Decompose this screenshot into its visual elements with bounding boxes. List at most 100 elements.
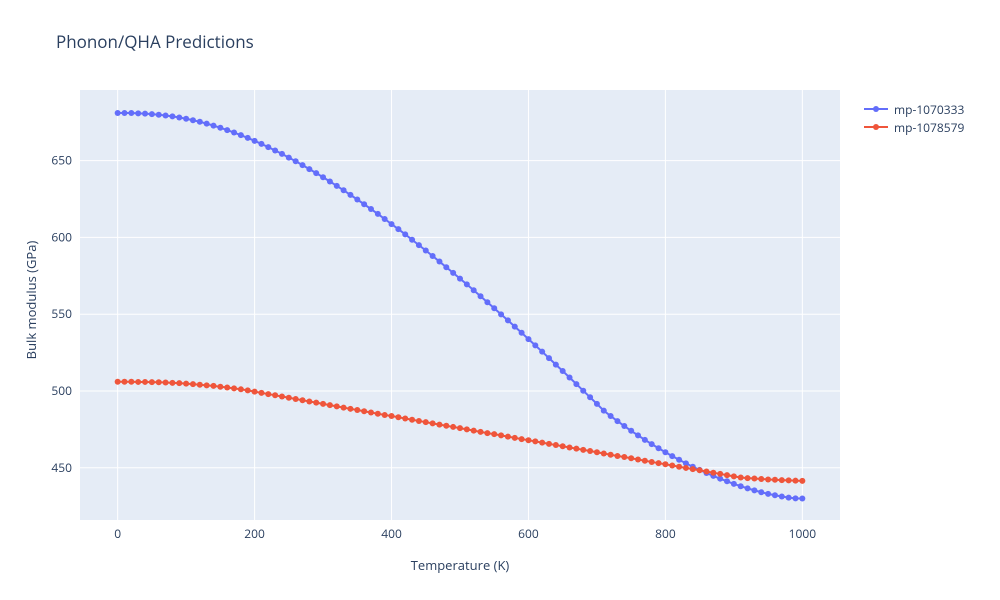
series-marker (491, 305, 497, 311)
series-marker (231, 385, 237, 391)
series-marker (484, 299, 490, 305)
series-marker (594, 401, 600, 407)
series-marker (361, 408, 367, 414)
series-marker (587, 394, 593, 400)
series-marker (423, 247, 429, 253)
legend-item[interactable]: mp-1078579 (862, 118, 964, 136)
series-marker (122, 110, 128, 116)
series-marker (265, 144, 271, 150)
series-marker (313, 170, 319, 176)
series-marker (395, 226, 401, 232)
series-marker (135, 379, 141, 385)
series-marker (594, 449, 600, 455)
series-marker (628, 428, 634, 434)
series-marker (532, 438, 538, 444)
y-tick-label: 550 (51, 305, 72, 322)
series-marker (272, 392, 278, 398)
series-marker (573, 381, 579, 387)
series-marker (519, 436, 525, 442)
series-marker (402, 231, 408, 237)
series-marker (799, 478, 805, 484)
series-marker (115, 110, 121, 116)
series-marker (436, 422, 442, 428)
series-marker (375, 211, 381, 217)
series-marker (471, 287, 477, 293)
series-marker (382, 412, 388, 418)
series-marker (745, 475, 751, 481)
series-marker (135, 110, 141, 116)
series-marker (635, 432, 641, 438)
series-marker (163, 112, 169, 118)
series-marker (430, 253, 436, 259)
series-marker (197, 382, 203, 388)
plot-area: 02004006008001000450500550600650 (0, 0, 1000, 600)
series-marker (560, 368, 566, 374)
series-marker (799, 496, 805, 502)
series-marker (409, 237, 415, 243)
series-marker (443, 264, 449, 270)
series-marker (779, 477, 785, 483)
series-marker (731, 473, 737, 479)
series-marker (457, 425, 463, 431)
series-marker (614, 418, 620, 424)
series-marker (354, 407, 360, 413)
series-marker (484, 430, 490, 436)
series-marker (389, 221, 395, 227)
series-marker (710, 470, 716, 476)
series-marker (156, 379, 162, 385)
series-marker (553, 442, 559, 448)
series-marker (128, 110, 134, 116)
series-marker (724, 478, 730, 484)
series-marker (628, 455, 634, 461)
series-marker (765, 476, 771, 482)
series-marker (669, 462, 675, 468)
series-marker (245, 135, 251, 141)
series-marker (478, 429, 484, 435)
series-marker (621, 454, 627, 460)
legend-item[interactable]: mp-1070333 (862, 100, 964, 118)
series-marker (252, 138, 258, 144)
series-marker (190, 381, 196, 387)
y-tick-label: 600 (51, 228, 72, 245)
series-marker (169, 113, 175, 119)
series-marker (546, 441, 552, 447)
series-marker (416, 242, 422, 248)
series-marker (272, 148, 278, 154)
series-marker (758, 476, 764, 482)
series-marker (457, 276, 463, 282)
series-marker (258, 141, 264, 147)
series-marker (450, 270, 456, 276)
series-marker (169, 380, 175, 386)
legend-label: mp-1078579 (894, 119, 964, 136)
series-marker (224, 384, 230, 390)
series-marker (601, 451, 607, 457)
series-marker (306, 166, 312, 172)
series-marker (635, 456, 641, 462)
series-marker (402, 415, 408, 421)
series-marker (738, 483, 744, 489)
series-marker (567, 445, 573, 451)
series-marker (690, 466, 696, 472)
series-marker (642, 437, 648, 443)
series-marker (573, 446, 579, 452)
series-marker (553, 362, 559, 368)
series-marker (416, 418, 422, 424)
series-marker (265, 391, 271, 397)
series-marker (703, 468, 709, 474)
series-marker (751, 487, 757, 493)
legend-swatch (862, 103, 890, 115)
series-marker (300, 397, 306, 403)
series-marker (341, 187, 347, 193)
y-tick-label: 500 (51, 382, 72, 399)
series-marker (258, 390, 264, 396)
x-tick-label: 200 (244, 525, 265, 542)
series-marker (197, 119, 203, 125)
legend: mp-1070333mp-1078579 (862, 100, 964, 136)
series-marker (697, 467, 703, 473)
series-marker (525, 336, 531, 342)
series-marker (176, 380, 182, 386)
series-marker (334, 403, 340, 409)
y-tick-label: 450 (51, 459, 72, 476)
series-marker (327, 402, 333, 408)
series-marker (792, 495, 798, 501)
